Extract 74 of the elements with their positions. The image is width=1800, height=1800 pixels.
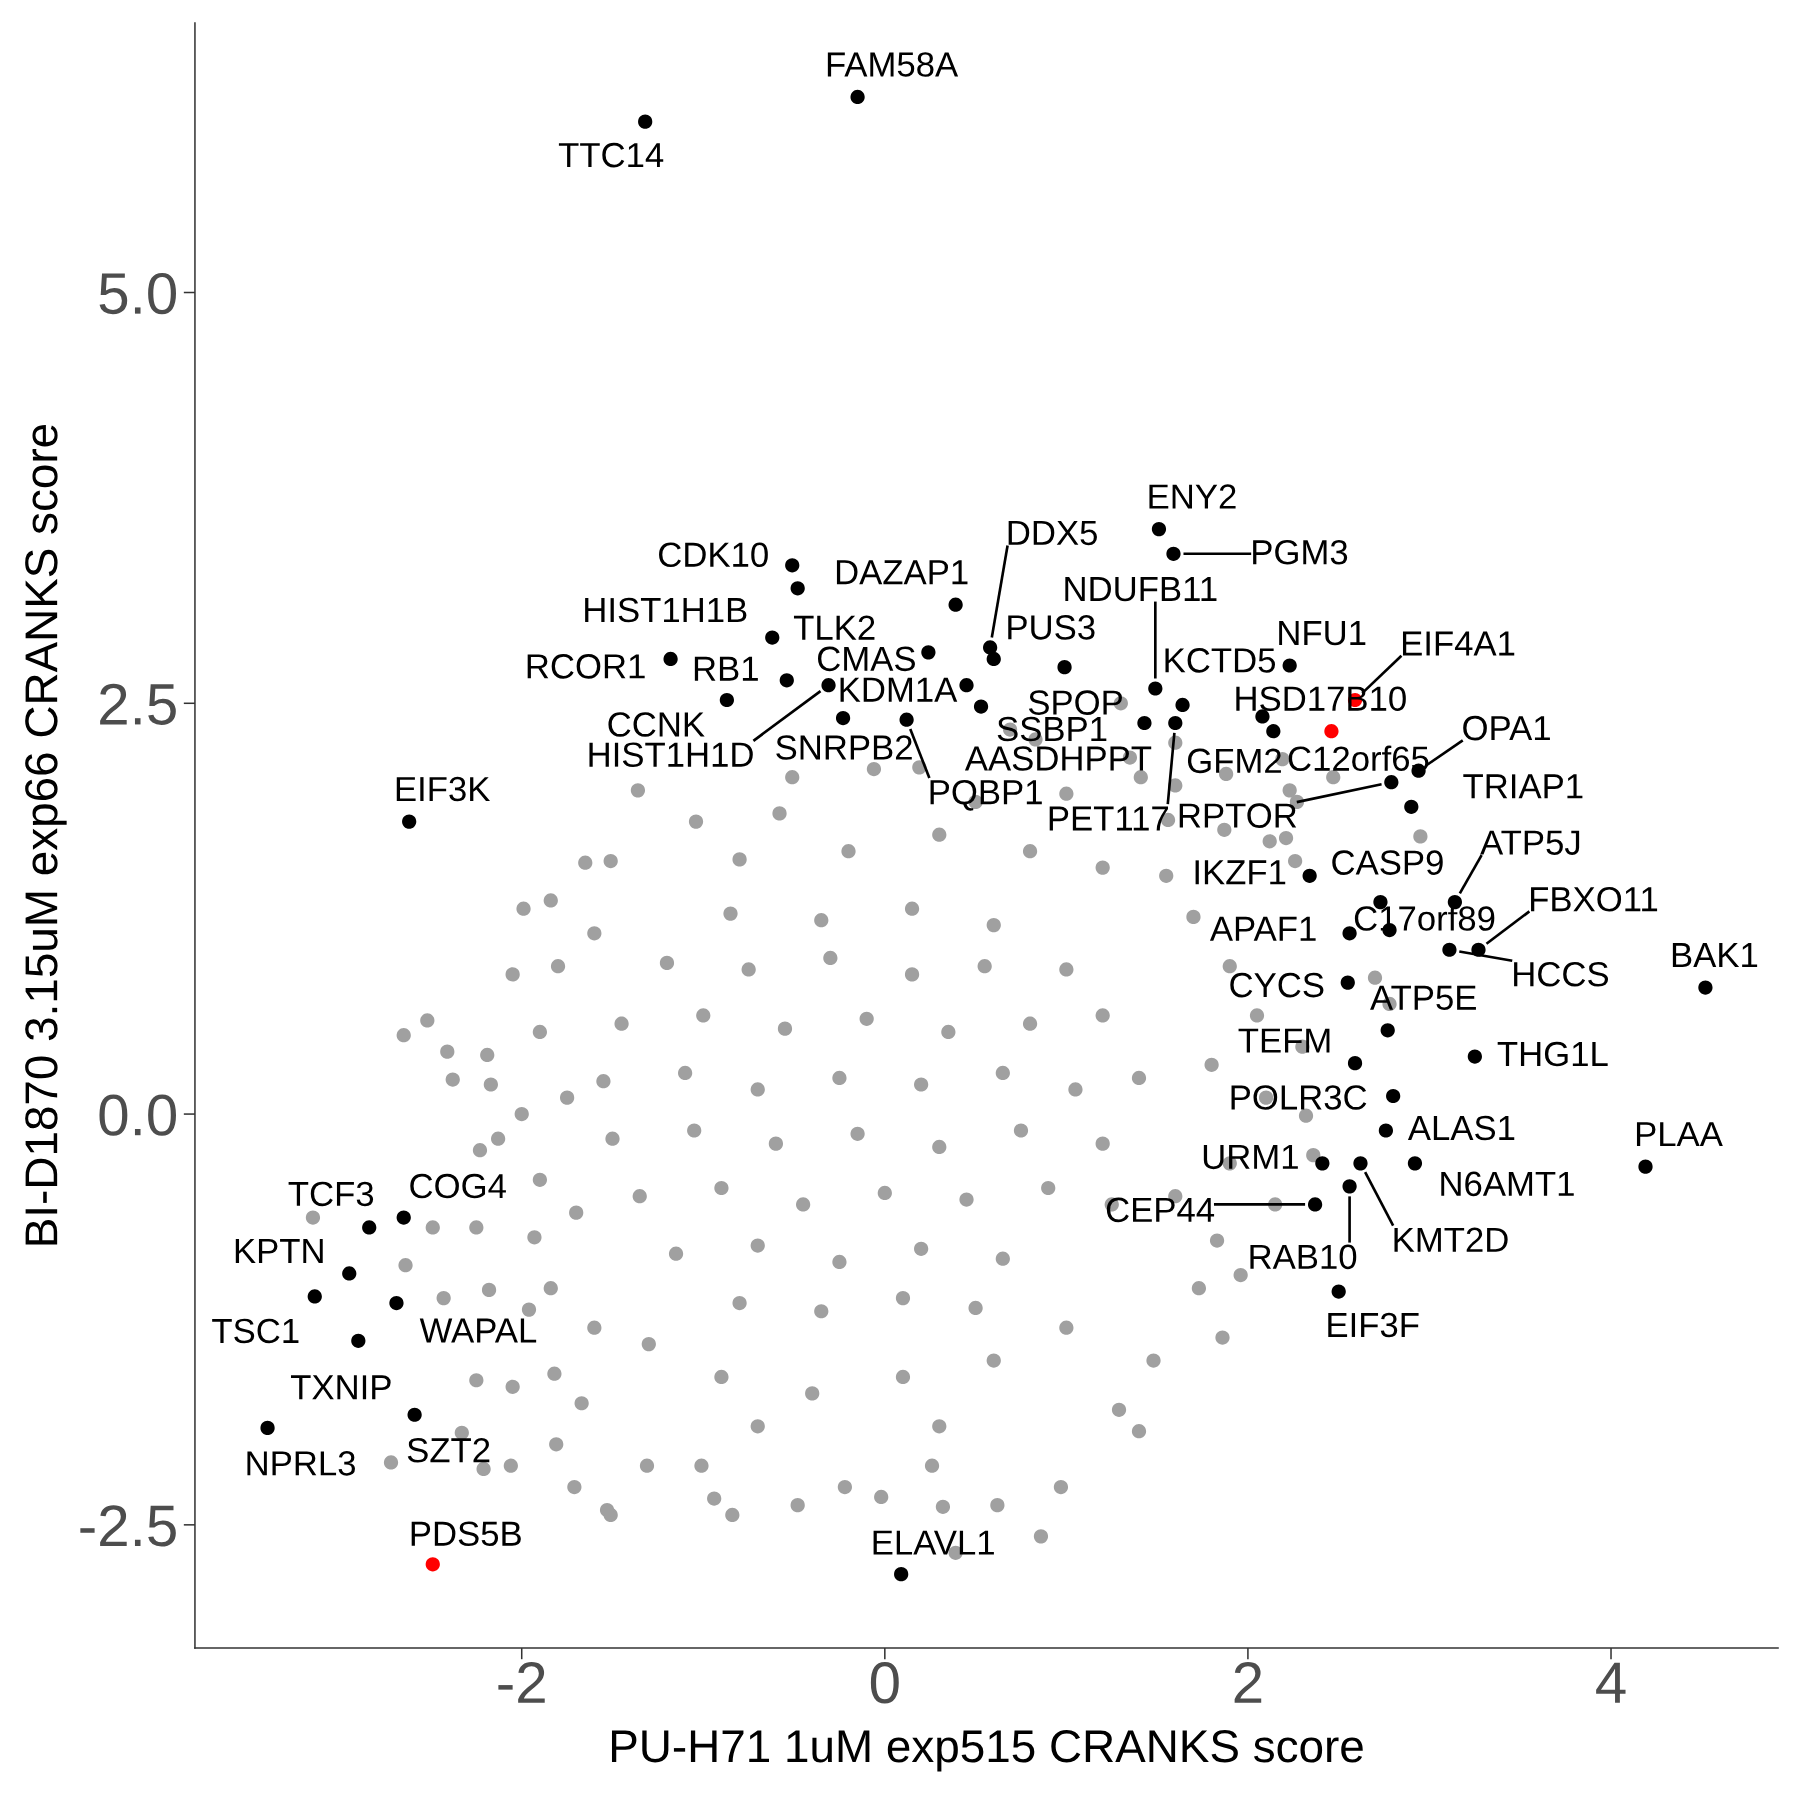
annotation: C12orf65 xyxy=(1288,745,1429,771)
x-axis-title: PU-H71 1uM exp515 CRANKS score xyxy=(611,1730,1363,1772)
annotation: TRIAP1 xyxy=(1463,774,1583,799)
annotation: WAPAL xyxy=(419,1318,537,1343)
annotation: CCNK xyxy=(608,712,705,737)
annotation: CEP44 xyxy=(1106,1197,1215,1223)
annotation: NDUFB11 xyxy=(1065,577,1217,602)
annotation: EIF3F xyxy=(1328,1312,1419,1338)
annotation: FBXO11 xyxy=(1531,886,1658,912)
annotation: DAZAP1 xyxy=(836,560,968,585)
y-axis-title: BI-D1870 3.15uM exp66 CRANKS score xyxy=(25,424,67,1245)
y-tick-label: 5.0 xyxy=(99,272,176,315)
annotation: ATP5E xyxy=(1370,985,1476,1011)
annotation: TLK2 xyxy=(793,615,875,640)
annotation: HCCS xyxy=(1514,961,1609,987)
annotation: SNRPB2 xyxy=(776,735,912,760)
annotation: KDM1A xyxy=(840,677,958,702)
annotation: TSC1 xyxy=(212,1318,299,1344)
x-tick-label: -2 xyxy=(498,1662,545,1703)
annotation: ATP5J xyxy=(1480,830,1580,855)
annotation: KCTD5 xyxy=(1165,648,1276,673)
annotation: CYCS xyxy=(1230,972,1324,998)
annotation: TCF3 xyxy=(288,1181,374,1207)
annotation: DDX5 xyxy=(1008,520,1097,546)
annotation: PLAA xyxy=(1636,1122,1723,1147)
x-tick-label: 4 xyxy=(1596,1662,1626,1703)
annotation: URM1 xyxy=(1203,1144,1298,1170)
annotation: HIST1H1D xyxy=(589,742,753,767)
annotation: TTC14 xyxy=(558,142,664,168)
annotation: NFU1 xyxy=(1279,621,1366,646)
annotation: PDS5B xyxy=(411,1521,521,1547)
annotation: EIF4A1 xyxy=(1402,631,1515,656)
annotation: RB1 xyxy=(694,656,758,681)
x-tick-label: 0 xyxy=(870,1662,899,1704)
annotation: CMAS xyxy=(818,646,915,672)
annotation: PQBP1 xyxy=(930,779,1042,811)
annotation: CDK10 xyxy=(659,542,768,568)
y-tick-label: 2.5 xyxy=(100,683,176,725)
annotation: ALAS1 xyxy=(1407,1115,1515,1141)
annotation: TEFM xyxy=(1238,1028,1330,1053)
annotation: PGM3 xyxy=(1253,539,1348,565)
point xyxy=(1324,724,1339,739)
y-tick-label: -2.5 xyxy=(80,1505,176,1547)
annotation: SSBP1 xyxy=(997,716,1107,742)
annotation: SZT2 xyxy=(407,1437,490,1463)
annotation: RAB10 xyxy=(1250,1244,1357,1270)
point xyxy=(425,1557,440,1572)
annotation: IKZF1 xyxy=(1195,860,1286,885)
annotation: FAM58A xyxy=(827,52,959,77)
annotation: AASDHPPT xyxy=(964,746,1152,771)
annotation: GFM2 xyxy=(1187,748,1281,774)
annotation: N6AMT1 xyxy=(1441,1171,1574,1197)
annotation: TXNIP xyxy=(290,1375,391,1400)
annotation: KMT2D xyxy=(1394,1227,1508,1252)
annotation: APAF1 xyxy=(1209,916,1316,941)
annotation: OPA1 xyxy=(1463,715,1550,741)
x-tick-label: 2 xyxy=(1234,1662,1262,1703)
annotation: PET117 xyxy=(1049,806,1169,831)
annotation: THG1L xyxy=(1497,1041,1608,1067)
annotation: COG4 xyxy=(410,1173,506,1199)
annotation: KPTN xyxy=(235,1238,323,1263)
y-tick-label: 0.0 xyxy=(99,1094,176,1136)
annotation: CASP9 xyxy=(1332,850,1443,875)
annotation: SPOP xyxy=(1028,690,1122,715)
annotation: NPRL3 xyxy=(247,1451,355,1476)
annotation: EIF3K xyxy=(396,776,491,802)
annotation: POLR3C xyxy=(1231,1085,1367,1110)
annotation: RPTOR xyxy=(1179,803,1297,828)
annotation: ENY2 xyxy=(1149,484,1236,509)
annotation: HIST1H1B xyxy=(585,597,747,623)
annotation: RCOR1 xyxy=(527,654,645,679)
annotation: BAK1 xyxy=(1672,943,1758,967)
annotation: ELAVL1 xyxy=(873,1530,994,1555)
annotation: PUS3 xyxy=(1008,615,1095,640)
